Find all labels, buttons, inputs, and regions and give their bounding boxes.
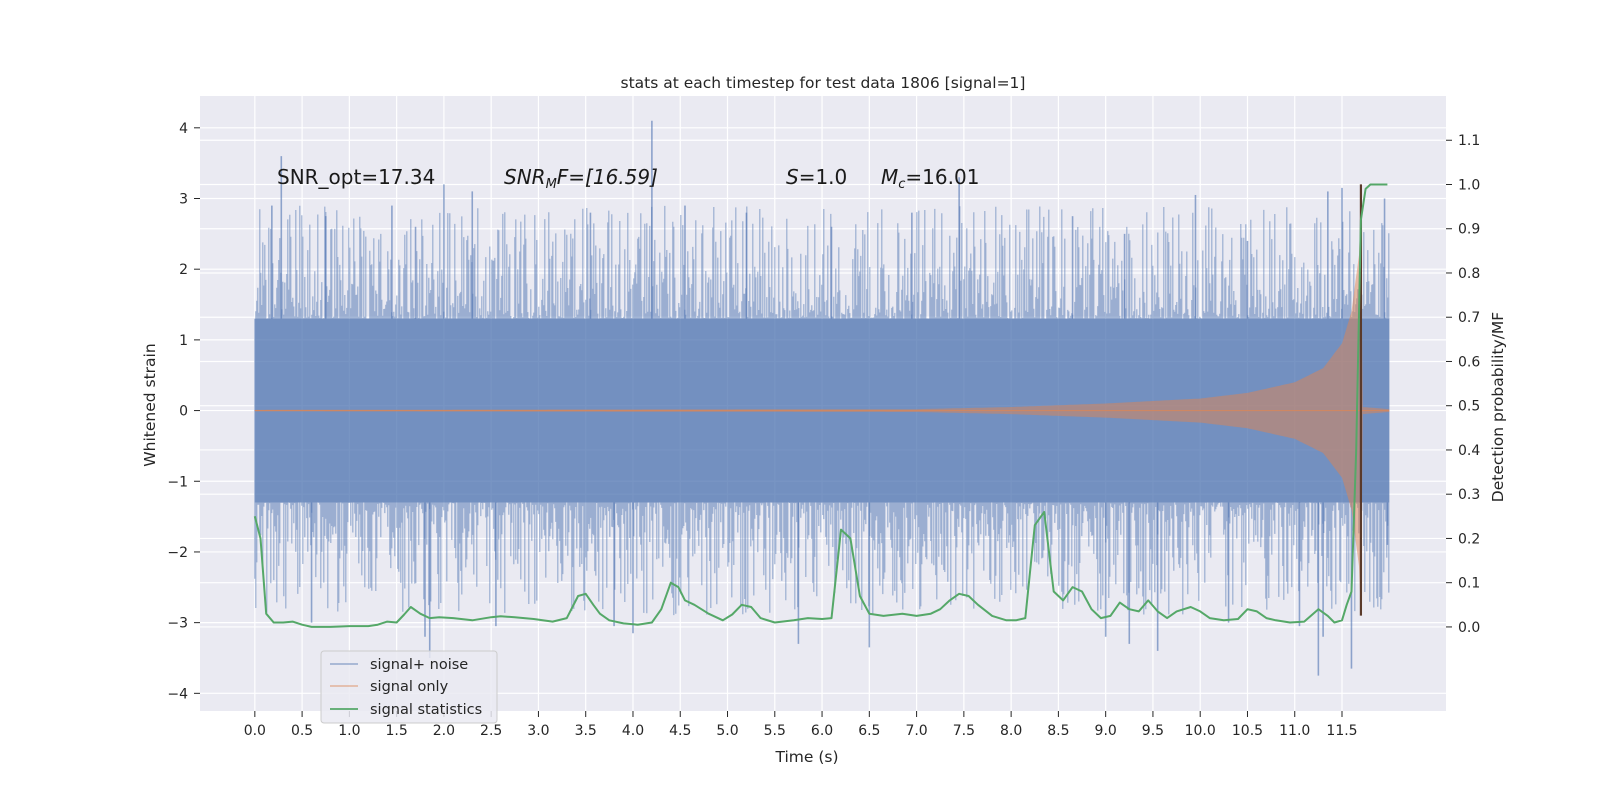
- x-tick-label: 11.5: [1326, 723, 1357, 739]
- x-tick-label: 0.5: [291, 723, 313, 739]
- y-left-tick-label: 2: [179, 262, 188, 278]
- legend-label-signal-noise: signal+ noise: [370, 657, 468, 673]
- x-tick-label: 3.5: [575, 723, 597, 739]
- y-right-tick-label: 0.1: [1458, 576, 1480, 592]
- x-tick-label: 10.0: [1185, 723, 1216, 739]
- x-tick-label: 7.5: [953, 723, 975, 739]
- x-tick-label: 2.0: [433, 723, 455, 739]
- annotation-s-val: =1.0: [799, 165, 848, 189]
- x-tick-label: 10.5: [1232, 723, 1263, 739]
- legend-label-signal-statistics: signal statistics: [370, 702, 482, 718]
- x-tick-label: 3.0: [527, 723, 549, 739]
- annotation-snr-mf: SNRMF=[16.59]: [504, 165, 658, 192]
- x-tick-label: 4.5: [669, 723, 691, 739]
- y-right-tick-label: 0.0: [1458, 620, 1480, 636]
- legend: signal+ noise signal only signal statist…: [320, 650, 498, 724]
- y-right-tick-label: 0.3: [1458, 487, 1480, 503]
- y-right-tick-label: 0.6: [1458, 354, 1480, 370]
- x-axis-label: Time (s): [774, 748, 838, 766]
- annotation-snr-opt: SNR_opt=17.34: [277, 165, 435, 189]
- x-tick-label: 9.5: [1142, 723, 1164, 739]
- y-left-tick-label: 0: [179, 404, 188, 420]
- x-tick-label: 1.5: [386, 723, 408, 739]
- x-tick-label: 11.0: [1279, 723, 1310, 739]
- x-tick-label: 7.0: [905, 723, 927, 739]
- signal-statistics-line: [253, 183, 1388, 628]
- y-right-tick-label: 1.1: [1458, 133, 1480, 149]
- annotation-mc-var: M: [881, 165, 898, 189]
- x-tick-label: 8.5: [1047, 723, 1069, 739]
- annotation-snr-mf-rest: F=[16.59]: [557, 165, 658, 189]
- y-right-tick-label: 0.8: [1458, 266, 1480, 282]
- x-tick-label: 5.0: [716, 723, 738, 739]
- x-tick-label: 2.5: [480, 723, 502, 739]
- y-left-tick-label: −2: [167, 545, 188, 561]
- y-axis-right-ticks: 1.1 1.0 0.9 0.8 0.7 0.6 0.5 0.4 0.3 0.2 0.1 0.0: [1446, 133, 1480, 636]
- y-right-tick-label: 0.4: [1458, 443, 1480, 459]
- annotation-s: S=1.0: [786, 165, 847, 189]
- y-right-tick-label: 0.7: [1458, 310, 1480, 326]
- legend-box: [320, 650, 498, 724]
- y-left-tick-label: −3: [167, 616, 188, 632]
- signal-only-series: [254, 205, 1390, 616]
- annotation-snr-mf-sub: M: [546, 177, 557, 192]
- y-left-tick-label: −1: [167, 474, 188, 490]
- y-left-tick-label: −4: [167, 686, 188, 702]
- y-right-tick-label: 0.9: [1458, 222, 1480, 238]
- x-tick-label: 5.5: [764, 723, 786, 739]
- y-left-tick-label: 1: [179, 333, 188, 349]
- y-right-tick-label: 1.0: [1458, 177, 1480, 193]
- x-tick-label: 0.0: [244, 723, 266, 739]
- y-axis-right-label: Detection probability/MF: [1489, 312, 1507, 503]
- x-tick-label: 1.0: [338, 723, 360, 739]
- annotation-snr-mf-main: SNR: [504, 165, 546, 189]
- x-axis-ticks: 0.0 0.5 1.0 1.5 2.0 2.5 3.0 3.5 4.0 4.5 5.0 5.5 6.0 6…: [244, 711, 1358, 739]
- x-tick-label: 8.0: [1000, 723, 1022, 739]
- y-right-tick-label: 0.5: [1458, 399, 1480, 415]
- y-right-tick-label: 0.2: [1458, 531, 1480, 547]
- x-tick-label: 9.0: [1095, 723, 1117, 739]
- x-tick-label: 6.0: [811, 723, 833, 739]
- y-left-tick-label: 3: [179, 192, 188, 208]
- signal-statistics-series: [253, 183, 1388, 628]
- annotation-mc-val: =16.01: [905, 165, 979, 189]
- x-tick-label: 6.5: [858, 723, 880, 739]
- annotation-s-var: S: [786, 165, 799, 189]
- y-axis-left-label: Whitened strain: [141, 343, 159, 466]
- x-tick-label: 4.0: [622, 723, 644, 739]
- chart-title: stats at each timestep for test data 180…: [621, 74, 1026, 92]
- y-left-tick-label: 4: [179, 121, 188, 137]
- annotation-mc-sub: c: [898, 177, 905, 192]
- legend-label-signal-only: signal only: [370, 679, 449, 695]
- y-axis-left-ticks: 4 3 2 1 0 −1 −2 −3 −4: [167, 121, 200, 702]
- annotation-mc: Mc=16.01: [881, 165, 979, 192]
